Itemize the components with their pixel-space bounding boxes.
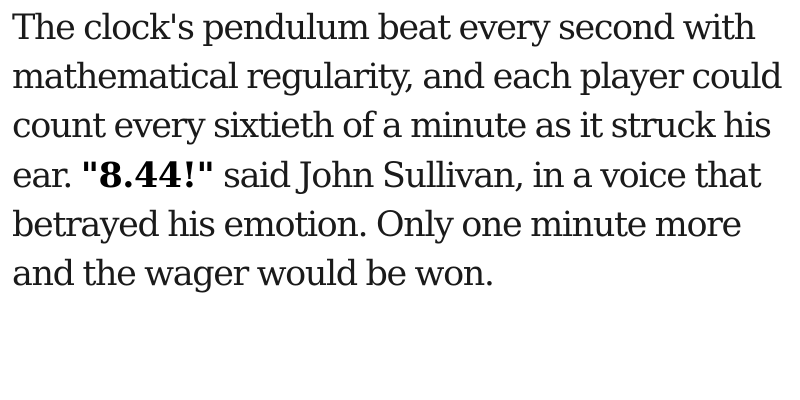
paragraph-text-before: The clock's pendulum beat every second w… xyxy=(12,8,783,196)
emphasized-quote: "8.44!" xyxy=(80,155,215,196)
body-paragraph: The clock's pendulum beat every second w… xyxy=(12,4,788,299)
paragraph-text-after: said John Sullivan, in a voice that betr… xyxy=(12,156,762,294)
